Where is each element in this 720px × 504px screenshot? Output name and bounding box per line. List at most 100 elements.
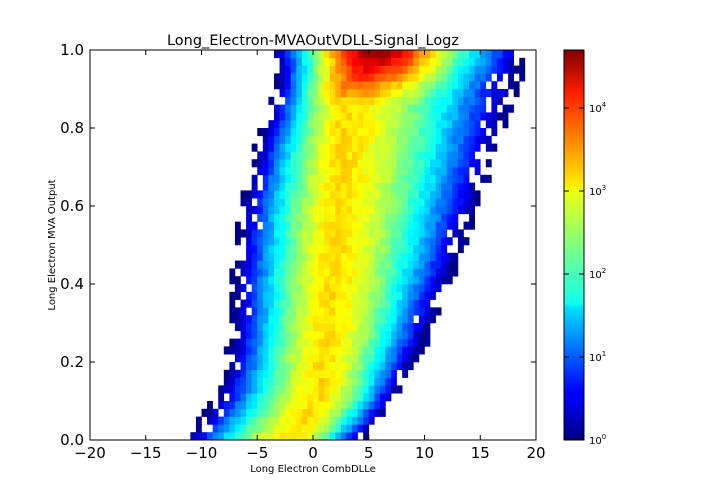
heatmap-cell — [234, 338, 241, 347]
heatmap-cell — [352, 393, 358, 402]
heatmap-cell — [296, 229, 303, 238]
heatmap-cell — [469, 65, 475, 74]
heatmap-cell — [307, 128, 314, 137]
heatmap-cell — [368, 268, 375, 277]
heatmap-cell — [279, 128, 286, 137]
heatmap-cell — [407, 128, 414, 137]
heatmap-cell — [329, 182, 336, 191]
heatmap-cell — [396, 276, 403, 285]
heatmap-cell — [285, 120, 292, 129]
heatmap-cell — [391, 369, 397, 378]
heatmap-cell — [352, 268, 358, 277]
heatmap-cell — [324, 323, 331, 332]
heatmap-cell — [340, 182, 347, 191]
heatmap-cell — [402, 120, 409, 129]
heatmap-cell — [268, 159, 275, 168]
heatmap-cell — [223, 385, 230, 394]
heatmap-cell — [290, 198, 297, 207]
heatmap-cell — [324, 151, 331, 160]
heatmap-cell — [368, 323, 375, 332]
heatmap-cell — [357, 151, 364, 160]
heatmap-cell — [296, 276, 303, 285]
heatmap-cell — [301, 229, 308, 238]
heatmap-cell — [446, 120, 453, 129]
heatmap-cell — [368, 89, 375, 98]
heatmap-cell — [223, 408, 230, 417]
heatmap-cell — [335, 307, 342, 316]
heatmap-cell — [262, 338, 269, 347]
heatmap-cell — [296, 96, 303, 105]
y-axis-ticks: 0.00.20.40.60.81.0 — [60, 41, 536, 449]
heatmap-cell — [363, 401, 370, 410]
heatmap-cell — [407, 143, 414, 152]
heatmap-cell — [418, 128, 425, 137]
heatmap-cell — [424, 315, 431, 324]
heatmap-cell — [324, 315, 331, 324]
heatmap-cell — [307, 206, 314, 215]
heatmap-cell — [379, 89, 386, 98]
heatmap-cell — [223, 346, 230, 355]
heatmap-cell — [301, 190, 308, 199]
heatmap-cell — [402, 268, 409, 277]
heatmap-cell — [363, 408, 370, 417]
heatmap-cell — [379, 237, 386, 246]
heatmap-cell — [290, 89, 297, 98]
heatmap-cell — [374, 89, 381, 98]
heatmap-cell — [201, 432, 208, 441]
heatmap-cell — [301, 284, 308, 293]
heatmap-cell — [340, 104, 347, 113]
heatmap-cell — [335, 213, 342, 222]
heatmap-cell — [374, 143, 381, 152]
heatmap-cell — [463, 96, 470, 105]
heatmap-cell — [290, 377, 297, 386]
heatmap-cell — [279, 73, 286, 82]
heatmap-cell — [335, 424, 342, 433]
heatmap-cell — [441, 120, 448, 129]
heatmap-cell — [452, 112, 459, 121]
heatmap-cell — [441, 245, 448, 254]
heatmap-cell — [346, 159, 353, 168]
heatmap-cell — [290, 143, 297, 152]
heatmap-cell — [273, 167, 280, 176]
heatmap-cell — [441, 190, 448, 199]
heatmap-cell — [407, 96, 414, 105]
heatmap-cell — [435, 96, 442, 105]
heatmap-cell — [424, 245, 431, 254]
heatmap-cell — [296, 143, 303, 152]
heatmap-cell — [469, 135, 475, 144]
heatmap-cell — [340, 346, 347, 355]
heatmap-cell — [324, 57, 331, 66]
heatmap-cell — [379, 120, 386, 129]
heatmap-cell — [418, 315, 425, 324]
heatmap-cell — [285, 65, 292, 74]
heatmap-cell — [285, 323, 292, 332]
heatmap-cell — [352, 416, 358, 425]
heatmap-cell — [335, 112, 342, 121]
heatmap-cell — [273, 237, 280, 246]
heatmap-cell — [240, 268, 247, 277]
heatmap-cell — [407, 229, 414, 238]
heatmap-cell — [290, 252, 297, 261]
heatmap-cell — [491, 57, 498, 66]
heatmap-cell — [329, 245, 336, 254]
heatmap-cell — [240, 432, 247, 441]
heatmap-cell — [407, 57, 414, 66]
heatmap-cell — [296, 268, 303, 277]
heatmap-cell — [251, 330, 258, 339]
heatmap-cell — [446, 252, 453, 261]
heatmap-cell — [324, 369, 331, 378]
heatmap-cell — [357, 323, 364, 332]
heatmap-cell — [379, 354, 386, 363]
heatmap-cell — [318, 213, 325, 222]
heatmap-cell — [357, 299, 364, 308]
heatmap-cell — [407, 174, 414, 183]
heatmap-cell — [452, 213, 459, 222]
heatmap-cell — [285, 73, 292, 82]
heatmap-cell — [279, 198, 286, 207]
heatmap-cell — [357, 159, 364, 168]
heatmap-cell — [329, 315, 336, 324]
heatmap-cell — [340, 151, 347, 160]
heatmap-cell — [346, 120, 353, 129]
heatmap-cell — [329, 260, 336, 269]
heatmap-cell — [290, 65, 297, 74]
